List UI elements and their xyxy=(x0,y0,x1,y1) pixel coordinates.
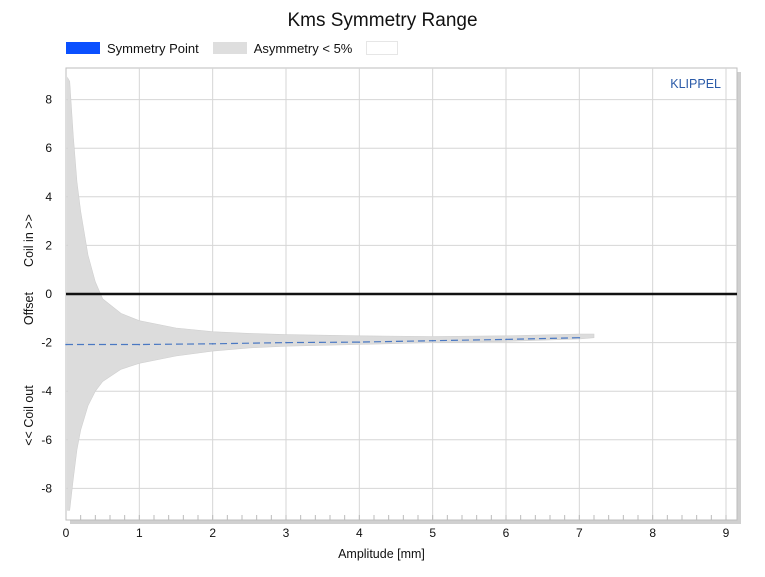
x-tick-label: 0 xyxy=(63,526,70,540)
y-tick-label: 0 xyxy=(45,287,52,301)
x-tick-label: 1 xyxy=(136,526,143,540)
symmetry-point-marker xyxy=(65,343,67,346)
symmetry-point-line xyxy=(66,337,580,346)
legend-item-empty xyxy=(366,41,399,55)
symmetry-point-marker xyxy=(578,336,581,339)
y-tick-label: -8 xyxy=(41,481,52,495)
legend-label-asymmetry: Asymmetry < 5% xyxy=(253,40,353,56)
y-tick-label: -4 xyxy=(41,384,52,398)
symmetry-point-marker xyxy=(431,339,434,342)
legend-swatch-asymmetry xyxy=(212,42,247,54)
x-tick-label: 3 xyxy=(283,526,290,540)
legend-label-symmetry-point: Symmetry Point xyxy=(107,40,199,56)
legend-swatch-symmetry-point xyxy=(66,42,100,54)
x-tick-label: 7 xyxy=(576,526,583,540)
legend-item-symmetry-point: Symmetry Point xyxy=(66,41,199,56)
x-tick-label: 5 xyxy=(429,526,436,540)
x-tick-label: 2 xyxy=(209,526,216,540)
asymmetry-band xyxy=(67,76,595,511)
chart-title: Kms Symmetry Range xyxy=(287,10,478,31)
y-tick-label: -6 xyxy=(41,433,52,447)
legend-item-asymmetry: Asymmetry < 5% xyxy=(212,40,353,56)
y-tick-label: 4 xyxy=(45,190,52,204)
y-tick-label: -2 xyxy=(41,336,52,350)
symmetry-point-marker xyxy=(211,343,214,345)
symmetry-point-marker xyxy=(285,341,287,344)
x-tick-label: 6 xyxy=(503,526,510,540)
y-tick-label: 8 xyxy=(45,93,52,107)
y-axis-label-offset: Offset xyxy=(22,291,36,325)
y-axis-label-coil-in: Coil in >> xyxy=(22,214,36,267)
symmetry-point-marker xyxy=(505,338,507,341)
x-tick-label: 9 xyxy=(723,526,730,540)
x-axis-label: Amplitude [mm] xyxy=(338,547,425,561)
brand-label: KLIPPEL xyxy=(670,77,721,91)
legend-swatch-empty xyxy=(366,41,399,55)
y-tick-label: 2 xyxy=(45,238,52,252)
y-tick-label: 6 xyxy=(45,141,52,155)
symmetry-point-marker xyxy=(138,343,141,346)
y-axis-label-coil-out: << Coil out xyxy=(22,385,36,446)
symmetry-point-marker xyxy=(358,341,361,343)
legend: Symmetry Point Asymmetry < 5% xyxy=(66,40,412,56)
x-tick-label: 4 xyxy=(356,526,363,540)
x-tick-label: 8 xyxy=(649,526,656,540)
